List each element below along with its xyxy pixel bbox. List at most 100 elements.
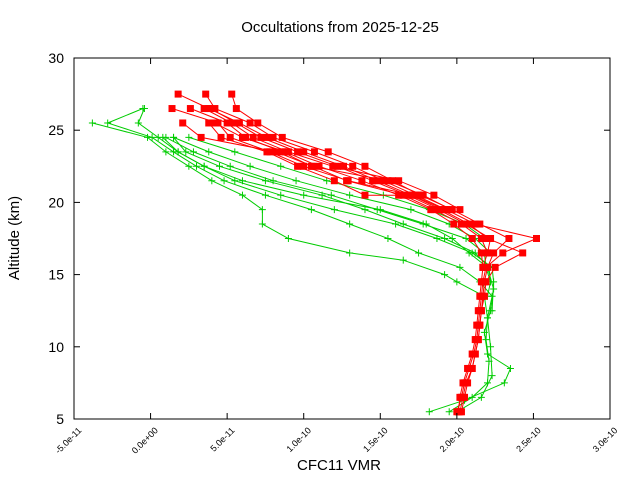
data-point xyxy=(197,133,205,141)
data-point xyxy=(211,105,219,113)
data-point xyxy=(349,162,357,170)
data-point xyxy=(249,133,257,141)
data-point xyxy=(479,263,487,271)
data-point xyxy=(447,206,455,214)
data-point xyxy=(168,105,176,113)
data-point xyxy=(453,278,461,286)
data-point xyxy=(456,206,464,214)
data-point xyxy=(462,220,470,228)
data-point xyxy=(464,379,472,387)
data-point xyxy=(361,191,369,199)
data-point xyxy=(395,177,403,185)
data-point xyxy=(399,220,407,228)
series-red-8 xyxy=(205,119,423,199)
data-point xyxy=(464,364,472,372)
data-point xyxy=(272,148,280,156)
data-point xyxy=(480,292,488,300)
data-point xyxy=(300,162,308,170)
data-point xyxy=(211,119,219,127)
data-point xyxy=(182,148,190,156)
data-point xyxy=(300,148,308,156)
series-red-4 xyxy=(206,105,495,416)
data-point xyxy=(476,292,484,300)
data-point xyxy=(430,191,438,199)
data-point xyxy=(189,148,197,156)
data-point xyxy=(134,119,142,127)
data-point xyxy=(434,206,442,214)
data-point xyxy=(246,162,254,170)
data-point xyxy=(468,393,476,401)
data-point xyxy=(532,235,540,242)
data-point xyxy=(399,191,407,199)
data-point xyxy=(457,220,465,228)
x-axis-label: CFC11 VMR xyxy=(297,457,381,474)
data-point xyxy=(477,249,485,257)
data-point xyxy=(179,119,187,127)
y-tick-label: 25 xyxy=(48,122,64,138)
data-point xyxy=(373,206,381,214)
x-tick-label: 2.0e-10 xyxy=(438,425,467,454)
series-green-2 xyxy=(104,105,496,416)
series-line xyxy=(210,108,492,412)
data-point xyxy=(346,249,354,257)
data-point xyxy=(477,278,485,286)
data-point xyxy=(487,343,495,351)
y-tick-label: 20 xyxy=(48,194,64,210)
data-point xyxy=(471,249,479,257)
data-point xyxy=(473,321,481,329)
data-point xyxy=(425,408,433,416)
series-red-5 xyxy=(200,105,464,214)
series-line xyxy=(106,108,493,413)
data-point xyxy=(174,90,182,98)
data-point xyxy=(384,235,392,242)
data-point xyxy=(226,162,234,170)
y-axis-label: Altitude (km) xyxy=(6,196,23,280)
series-line xyxy=(92,122,493,413)
data-point xyxy=(448,235,456,242)
data-point xyxy=(419,191,427,199)
data-point xyxy=(499,249,507,257)
data-point xyxy=(215,162,223,170)
series-line xyxy=(137,108,512,413)
data-point xyxy=(490,249,498,257)
data-point xyxy=(238,191,246,199)
data-point xyxy=(170,133,178,141)
data-point xyxy=(327,191,335,199)
data-point xyxy=(461,393,469,401)
data-point xyxy=(491,263,499,271)
data-point xyxy=(226,133,234,141)
data-point xyxy=(474,307,482,315)
data-point xyxy=(186,105,194,113)
data-point xyxy=(361,206,369,214)
data-point xyxy=(269,177,277,185)
chart-title: Occultations from 2025-12-25 xyxy=(241,19,439,36)
series-red-10 xyxy=(179,119,491,257)
series-line xyxy=(203,108,461,211)
data-point xyxy=(281,148,289,156)
data-point xyxy=(346,191,354,199)
data-point xyxy=(407,206,415,214)
data-point xyxy=(223,119,231,127)
x-tick-label: 1.0e-10 xyxy=(284,425,313,454)
data-point xyxy=(277,191,285,199)
data-point xyxy=(471,220,479,228)
data-point xyxy=(471,336,479,344)
y-tick-label: 30 xyxy=(48,50,64,66)
data-point xyxy=(232,119,240,127)
data-point xyxy=(294,162,302,170)
data-point xyxy=(144,133,152,141)
data-point xyxy=(430,206,438,214)
data-point xyxy=(456,393,464,401)
data-point xyxy=(315,162,323,170)
data-point xyxy=(392,220,400,228)
x-tick-label: 2.5e-10 xyxy=(514,425,543,454)
data-point xyxy=(232,105,240,113)
data-point xyxy=(330,177,338,185)
data-point xyxy=(263,148,271,156)
data-point xyxy=(205,119,213,127)
y-tick-label: 15 xyxy=(48,267,64,283)
series-green-8 xyxy=(185,133,488,242)
x-tick-label: 3.0e-10 xyxy=(591,425,620,454)
data-point xyxy=(162,133,170,141)
data-point xyxy=(324,148,332,156)
